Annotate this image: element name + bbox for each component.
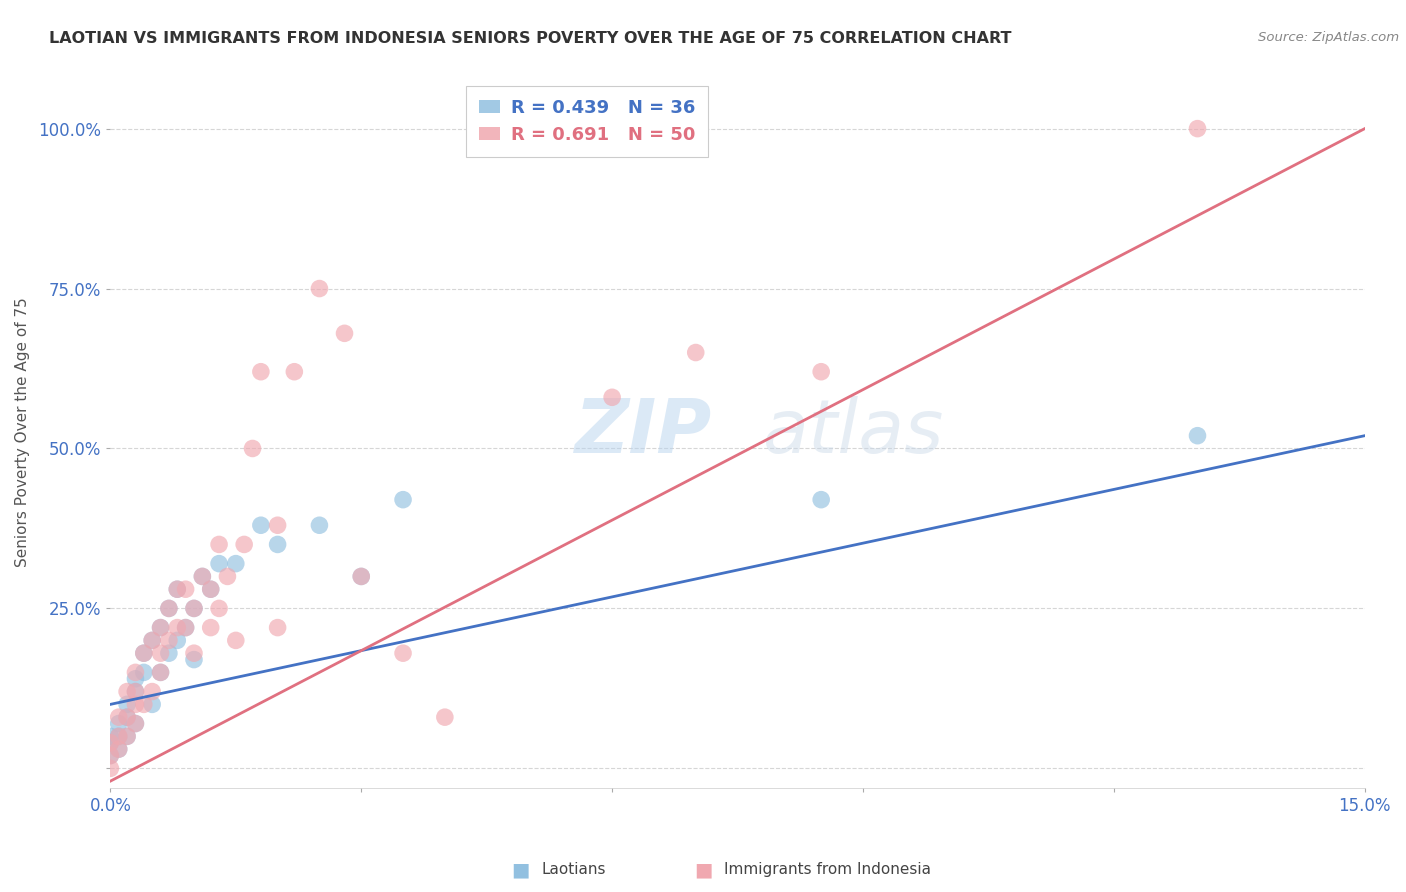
Point — [266, 518, 288, 533]
Point — [174, 621, 197, 635]
Y-axis label: Seniors Poverty Over the Age of 75: Seniors Poverty Over the Age of 75 — [15, 298, 30, 567]
Point — [1187, 428, 1209, 442]
Point — [308, 281, 330, 295]
Point — [124, 665, 146, 680]
Point — [107, 716, 129, 731]
Point — [166, 582, 188, 597]
Point — [217, 569, 239, 583]
Point — [124, 716, 146, 731]
Point — [98, 748, 121, 763]
Point — [132, 665, 155, 680]
Point — [174, 582, 197, 597]
Point — [250, 365, 273, 379]
Point — [350, 569, 373, 583]
Point — [166, 621, 188, 635]
Point — [149, 621, 172, 635]
Point — [266, 621, 288, 635]
Text: atlas: atlas — [762, 396, 943, 468]
Point — [392, 646, 415, 660]
Point — [149, 665, 172, 680]
Point — [115, 710, 138, 724]
Point — [124, 672, 146, 686]
Point — [132, 646, 155, 660]
Point — [107, 730, 129, 744]
Point — [810, 492, 832, 507]
Point — [242, 442, 264, 456]
Point — [308, 518, 330, 533]
Point — [157, 601, 180, 615]
Point — [98, 730, 121, 744]
Point — [208, 537, 231, 551]
Point — [283, 365, 305, 379]
Point — [208, 601, 231, 615]
Point — [115, 730, 138, 744]
Point — [132, 646, 155, 660]
Point — [149, 646, 172, 660]
Point — [183, 601, 205, 615]
Point — [810, 365, 832, 379]
Text: ZIP: ZIP — [575, 396, 713, 469]
Point — [98, 761, 121, 775]
Point — [141, 698, 163, 712]
Point — [107, 730, 129, 744]
Point — [141, 684, 163, 698]
Point — [157, 601, 180, 615]
Point — [350, 569, 373, 583]
Point — [115, 730, 138, 744]
Point — [250, 518, 273, 533]
Point — [200, 582, 222, 597]
Point — [685, 345, 707, 359]
Point — [115, 698, 138, 712]
Point — [183, 601, 205, 615]
Point — [141, 633, 163, 648]
Point — [98, 736, 121, 750]
Point — [141, 633, 163, 648]
Point — [107, 742, 129, 756]
Text: Immigrants from Indonesia: Immigrants from Indonesia — [724, 863, 931, 877]
Point — [124, 684, 146, 698]
Point — [233, 537, 256, 551]
Point — [392, 492, 415, 507]
Point — [124, 716, 146, 731]
Point — [157, 646, 180, 660]
Point — [191, 569, 214, 583]
Point — [107, 710, 129, 724]
Point — [124, 684, 146, 698]
Point — [107, 742, 129, 756]
Point — [124, 698, 146, 712]
Point — [149, 621, 172, 635]
Point — [225, 557, 247, 571]
Point — [208, 557, 231, 571]
Text: Laotians: Laotians — [541, 863, 606, 877]
Point — [98, 736, 121, 750]
Point — [149, 665, 172, 680]
Point — [1187, 121, 1209, 136]
Point — [191, 569, 214, 583]
Text: LAOTIAN VS IMMIGRANTS FROM INDONESIA SENIORS POVERTY OVER THE AGE OF 75 CORRELAT: LAOTIAN VS IMMIGRANTS FROM INDONESIA SEN… — [49, 31, 1012, 46]
Text: Source: ZipAtlas.com: Source: ZipAtlas.com — [1258, 31, 1399, 45]
Text: ■: ■ — [510, 860, 530, 880]
Point — [183, 646, 205, 660]
Legend: R = 0.439   N = 36, R = 0.691   N = 50: R = 0.439 N = 36, R = 0.691 N = 50 — [465, 87, 709, 157]
Point — [433, 710, 456, 724]
Point — [183, 652, 205, 666]
Point — [166, 582, 188, 597]
Point — [266, 537, 288, 551]
Point — [115, 710, 138, 724]
Point — [157, 633, 180, 648]
Point — [98, 748, 121, 763]
Point — [200, 582, 222, 597]
Point — [333, 326, 356, 341]
Point — [225, 633, 247, 648]
Point — [115, 684, 138, 698]
Point — [166, 633, 188, 648]
Point — [600, 390, 623, 404]
Point — [174, 621, 197, 635]
Text: ■: ■ — [693, 860, 713, 880]
Point — [200, 621, 222, 635]
Point — [132, 698, 155, 712]
